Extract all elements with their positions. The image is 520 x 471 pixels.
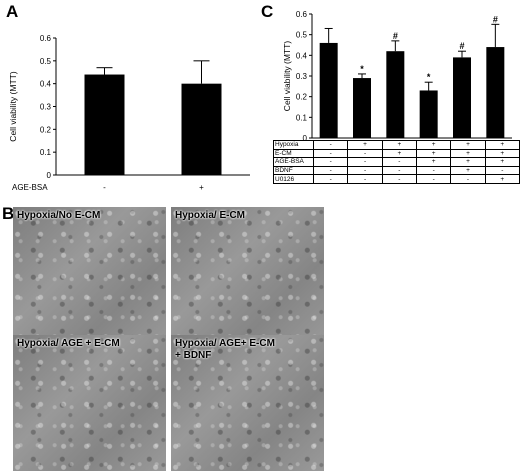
y-axis-label: Cell viability (MTT): [8, 71, 18, 142]
condition-cell: +: [450, 148, 486, 159]
panel-a-label: A: [6, 2, 19, 21]
condition-cell: -: [381, 157, 418, 167]
micrograph-caption: Hypoxia/ AGE+ E-CM + BDNF: [175, 338, 275, 361]
bar: [84, 74, 125, 175]
bar: [453, 57, 471, 138]
significance-mark: #: [493, 14, 498, 24]
y-tick-label: 0.5: [296, 31, 308, 40]
significance-mark: *: [360, 64, 364, 74]
condition-cell: +: [450, 140, 486, 150]
condition-cell: -: [313, 148, 349, 159]
bar: [181, 83, 222, 175]
condition-row: AGE-BSA - - - + + +: [272, 157, 520, 167]
y-tick-label: 0: [303, 134, 308, 143]
condition-row: BDNF - - - - + -: [272, 165, 520, 176]
condition-row-label: AGE-BSA: [272, 157, 315, 167]
y-tick-label: 0.6: [40, 34, 52, 43]
x-category-label: -: [103, 183, 106, 192]
condition-row: Hypoxia - + + + + +: [272, 140, 520, 150]
condition-cell: -: [313, 165, 349, 176]
condition-cell: +: [381, 148, 418, 159]
micrograph-hypoxia-age-ecm-bdnf: Hypoxia/ AGE+ E-CM + BDNF: [171, 335, 324, 471]
condition-cell: +: [450, 157, 486, 167]
condition-row: U0126- - - - - +: [272, 174, 520, 184]
y-tick-label: 0.4: [296, 51, 308, 60]
condition-cell: +: [484, 157, 520, 167]
condition-cell: +: [415, 157, 452, 167]
condition-cell: -: [313, 157, 349, 167]
bar: [353, 78, 371, 138]
y-tick-label: 0.5: [40, 57, 52, 66]
significance-mark: #: [393, 31, 398, 41]
condition-cell: -: [450, 174, 486, 184]
micrograph-hypoxia-no-ecm: Hypoxia/No E-CM: [13, 207, 166, 347]
condition-cell: -: [484, 165, 520, 176]
y-tick-label: 0.1: [40, 148, 52, 157]
bar: [319, 42, 338, 138]
y-tick-label: 0.3: [296, 72, 308, 81]
condition-cell: +: [484, 148, 520, 159]
condition-table: Hypoxia - + + + + + E-CM - - + + + + AGE-BSA - - - + + + BDNF…: [272, 140, 520, 184]
chart-c: 0 0.1 0.2 0.3 0.4 0.5 0.6 Cell viability (MTT) *…: [282, 10, 512, 143]
micrograph-caption: Hypoxia/ AGE + E-CM: [17, 338, 120, 349]
bar: [419, 90, 438, 138]
x-category-label: +: [199, 183, 204, 192]
micrograph-hypoxia-age-ecm: Hypoxia/ AGE + E-CM: [13, 335, 166, 471]
condition-cell: -: [415, 174, 452, 184]
condition-cell: +: [381, 140, 418, 150]
condition-cell: -: [313, 140, 349, 150]
condition-row-label: BDNF: [272, 165, 315, 176]
condition-cell: -: [347, 157, 383, 167]
condition-cell: -: [347, 148, 383, 159]
y-tick-label: 0.2: [296, 93, 308, 102]
y-tick-label: 0.1: [296, 113, 308, 122]
panel-b-label: B: [2, 204, 15, 223]
condition-cell: -: [415, 165, 452, 176]
y-tick-label: 0.4: [40, 80, 52, 89]
condition-row-label: E-CM: [272, 148, 315, 159]
panel-c-label: C: [261, 2, 274, 21]
y-tick-label: 0.3: [40, 103, 52, 112]
y-tick-label: 0: [47, 171, 52, 180]
condition-cell: +: [415, 148, 452, 159]
bar: [486, 47, 505, 138]
bar: [386, 51, 405, 139]
condition-cell: -: [347, 174, 383, 184]
condition-row-label: U0126: [272, 174, 315, 184]
condition-cell: -: [313, 174, 349, 184]
micrograph-caption: Hypoxia/ E-CM: [175, 210, 246, 221]
condition-cell: -: [381, 174, 418, 184]
significance-mark: #: [459, 41, 464, 51]
y-tick-label: 0.6: [296, 10, 308, 19]
x-row-label: AGE-BSA: [12, 183, 48, 192]
condition-cell: +: [484, 174, 520, 184]
condition-cell: +: [484, 140, 520, 150]
condition-cell: +: [415, 140, 452, 150]
condition-row-label: Hypoxia: [272, 140, 315, 150]
condition-row: E-CM - - + + + +: [272, 148, 520, 159]
condition-cell: -: [381, 165, 418, 176]
micrograph-hypoxia-ecm: Hypoxia/ E-CM: [171, 207, 324, 347]
chart-a: 0 0.1 0.2 0.3 0.4 0.5 0.6 Cell viability (MTT) -…: [8, 34, 250, 192]
y-tick-label: 0.2: [40, 125, 52, 134]
condition-cell: +: [347, 140, 383, 150]
micrograph-caption: Hypoxia/No E-CM: [17, 210, 101, 221]
y-axis-label: Cell viability (MTT): [282, 41, 292, 112]
condition-cell: -: [347, 165, 383, 176]
condition-cell: +: [450, 165, 486, 176]
significance-mark: *: [427, 72, 431, 82]
